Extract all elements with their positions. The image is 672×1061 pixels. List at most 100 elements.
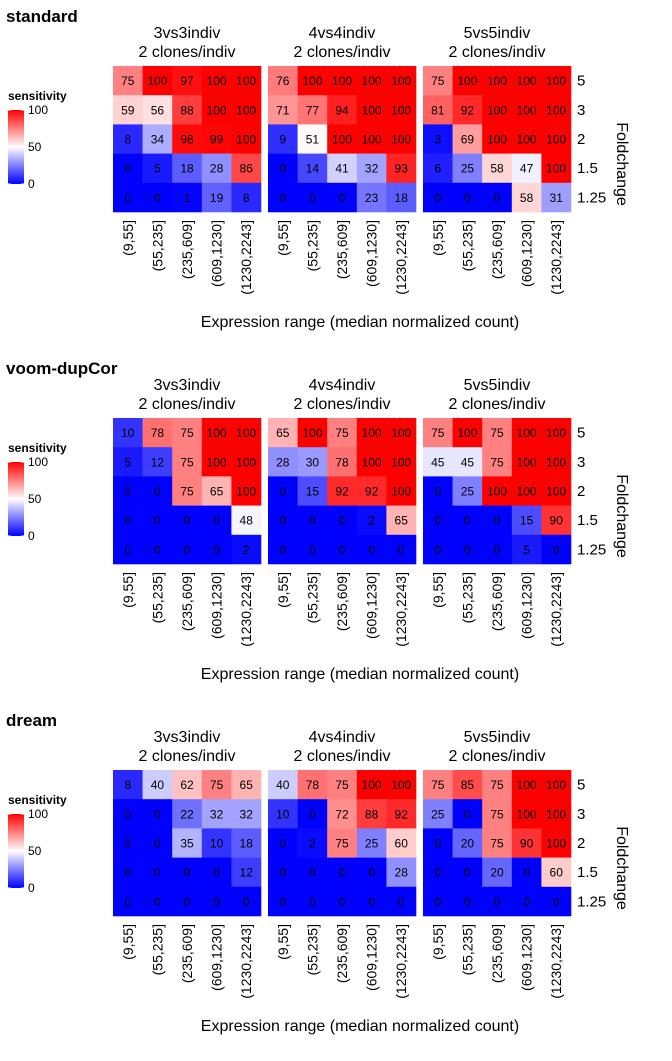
x-tick-label: (55,235] (149, 572, 165, 623)
cell-value-label: 0 (368, 895, 375, 909)
legend-colorbar (8, 462, 24, 536)
heatmap-cell (452, 799, 483, 829)
cell-value-label: 0 (124, 543, 131, 557)
y-tick-label: 1.25 (577, 189, 606, 206)
cell-value-label: 100 (391, 455, 411, 469)
heatmap-cell (386, 447, 417, 477)
cell-value-label: 0 (279, 837, 286, 851)
cell-value-label: 100 (236, 426, 256, 440)
heatmap-cell (482, 124, 513, 154)
legend-tick-label: 50 (28, 140, 42, 154)
heatmap-cell (356, 534, 387, 565)
heatmap-cell (172, 505, 203, 536)
cell-value-label: 0 (279, 485, 286, 499)
heatmap-cell (142, 447, 173, 477)
x-tick-label: (55,235] (459, 220, 475, 271)
heatmap-cell (113, 799, 143, 829)
cell-value-label: 100 (362, 74, 382, 88)
heatmap-cell (386, 534, 417, 565)
heatmap-cell (327, 418, 358, 448)
heatmap-cell (201, 886, 232, 917)
cell-value-label: 12 (151, 455, 165, 469)
facet-label: 2 clones/indiv (449, 748, 546, 765)
legend-title: sensitivity (8, 793, 67, 807)
x-tick-label: (609,1230] (209, 924, 225, 991)
cell-value-label: 100 (391, 485, 411, 499)
cell-value-label: 0 (339, 543, 346, 557)
cell-value-label: 32 (365, 162, 379, 176)
heatmap-cell (231, 66, 262, 96)
x-tick-label: (609,1230] (364, 924, 380, 991)
heatmap-cell (297, 476, 328, 506)
cell-value-label: 78 (335, 455, 349, 469)
cell-value-label: 100 (517, 426, 537, 440)
x-tick-label: (9,55] (430, 572, 446, 608)
heatmap-cell (297, 505, 328, 536)
cell-value-label: 0 (523, 866, 530, 880)
x-tick-label: (235,609] (334, 572, 350, 631)
heatmap-cell (231, 476, 262, 506)
cell-value-label: 12 (240, 866, 254, 880)
heatmap-cell (511, 770, 542, 800)
heatmap-cell (356, 124, 387, 154)
cell-value-label: 2 (243, 543, 250, 557)
cell-value-label: 28 (395, 866, 409, 880)
cell-value-label: 75 (490, 778, 504, 792)
heatmap-cell (423, 124, 453, 154)
heatmap-cell (201, 66, 232, 96)
legend-tick-label: 0 (28, 177, 35, 191)
x-axis-title: Expression range (median normalized coun… (201, 666, 519, 683)
heatmap-cell (268, 828, 298, 858)
heatmap-cell (452, 770, 483, 800)
heatmap-cell (268, 447, 298, 477)
cell-value-label: 10 (121, 426, 135, 440)
cell-value-label: 31 (550, 191, 564, 205)
heatmap-cell (113, 95, 143, 125)
heatmap-cell (511, 418, 542, 448)
cell-value-label: 0 (494, 191, 501, 205)
cell-value-label: 9 (279, 133, 286, 147)
x-tick-label: (235,609] (489, 572, 505, 631)
heatmap-cell (172, 124, 203, 154)
heatmap-cell (452, 828, 483, 858)
cell-value-label: 47 (520, 162, 534, 176)
heatmap-cell (423, 182, 453, 213)
y-tick-label: 2 (577, 483, 585, 500)
cell-value-label: 25 (431, 807, 445, 821)
cell-value-label: 28 (210, 162, 224, 176)
x-tick-label: (235,609] (179, 220, 195, 279)
cell-value-label: 51 (306, 133, 320, 147)
cell-value-label: 0 (213, 895, 220, 909)
facet-1: 4vs4indiv 2 clones/indiv 76 100 100 100 100 71 7… (268, 25, 417, 295)
cell-value-label: 0 (279, 514, 286, 528)
heatmap-cell (327, 534, 358, 565)
heatmap-cell (201, 153, 232, 184)
heatmap-cell (423, 770, 453, 800)
facet-label: 4vs4indiv (309, 729, 376, 746)
heatmap-cell (356, 66, 387, 96)
cell-value-label: 85 (461, 778, 475, 792)
facet-label: 2 clones/indiv (139, 44, 236, 61)
x-tick-label: (55,235] (304, 220, 320, 271)
heatmap-cell (541, 447, 572, 477)
cell-value-label: 2 (309, 837, 316, 851)
panel-title: voom-dupCor (6, 359, 118, 378)
heatmap-cell (327, 476, 358, 506)
heatmap-cell (541, 476, 572, 506)
cell-value-label: 22 (180, 807, 194, 821)
heatmap-cell (231, 828, 262, 858)
cell-value-label: 100 (147, 74, 167, 88)
x-tick-label: (1230,2243] (548, 924, 564, 999)
heatmap-cell (511, 124, 542, 154)
heatmap-cell (511, 799, 542, 829)
heatmap-cell (356, 828, 387, 858)
heatmap-cell (482, 799, 513, 829)
cell-value-label: 100 (546, 455, 566, 469)
legend-tick-label: 100 (28, 807, 48, 821)
facet-label: 2 clones/indiv (294, 748, 391, 765)
heatmap-cell (297, 153, 328, 184)
heatmap-cell (113, 153, 143, 184)
heatmap-cell (541, 799, 572, 829)
